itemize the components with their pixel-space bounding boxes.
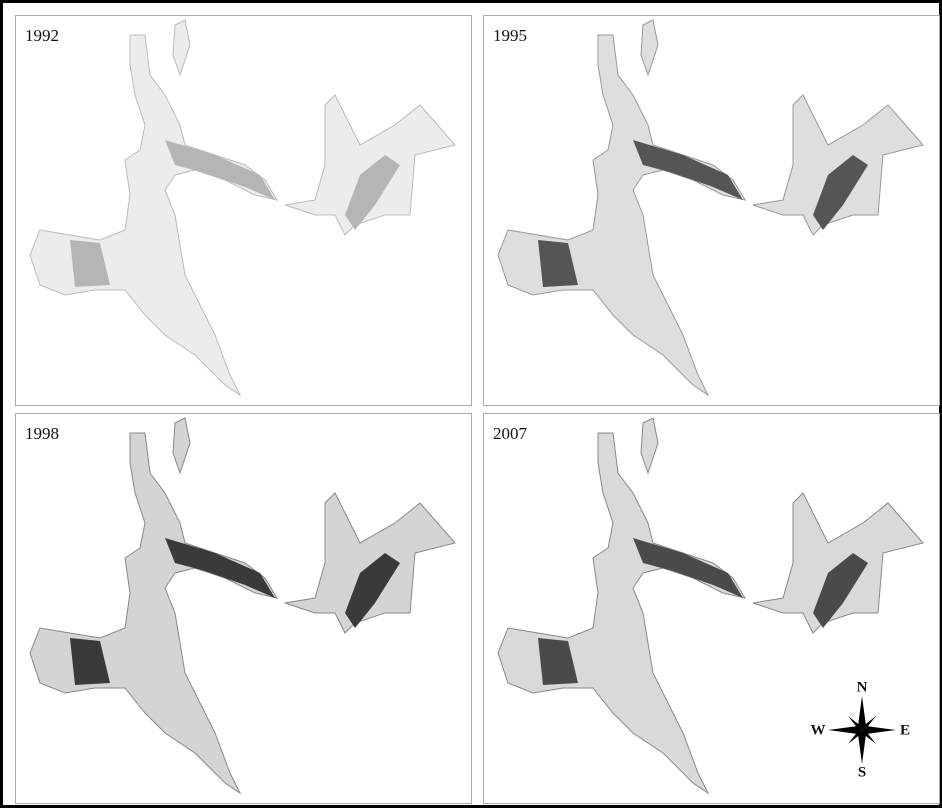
compass-south: S <box>858 764 866 780</box>
panel-label: 1998 <box>25 424 59 443</box>
panel: 1998 <box>16 414 472 804</box>
compass-east: E <box>900 722 910 738</box>
compass-north: N <box>857 679 868 695</box>
panel-label: 1995 <box>493 26 527 45</box>
panel: 2007 <box>484 414 940 804</box>
compass-west: W <box>811 722 826 738</box>
panel: 1992 <box>16 16 472 406</box>
panel-label: 2007 <box>493 424 528 443</box>
panel: 1995 <box>484 16 940 406</box>
panel-label: 1992 <box>25 26 59 45</box>
figure: 1992 1995 1998 2007 N S W E <box>0 0 942 808</box>
